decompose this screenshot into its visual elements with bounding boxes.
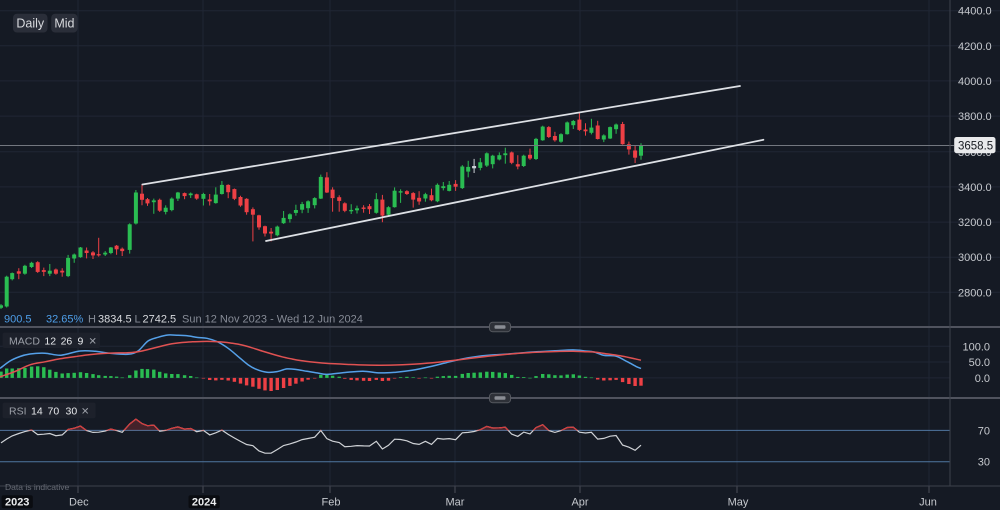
svg-text:✕: ✕ (81, 407, 89, 418)
svg-text:Data is indicative: Data is indicative (5, 482, 70, 492)
svg-text:RSI: RSI (9, 406, 27, 418)
svg-text:30: 30 (66, 406, 78, 418)
svg-text:0.0: 0.0 (975, 373, 990, 385)
svg-text:30: 30 (978, 457, 990, 469)
svg-text:2800.0: 2800.0 (958, 287, 992, 299)
svg-text:H: H (88, 314, 96, 326)
svg-text:2742.5: 2742.5 (143, 314, 177, 326)
svg-text:Jun: Jun (919, 497, 937, 509)
svg-text:Dec: Dec (69, 497, 89, 509)
svg-text:3000.0: 3000.0 (958, 252, 992, 264)
svg-text:2024: 2024 (192, 497, 217, 509)
svg-text:50.0: 50.0 (969, 357, 990, 369)
svg-text:✕: ✕ (89, 337, 97, 348)
svg-text:70: 70 (978, 425, 990, 437)
svg-text:2023: 2023 (5, 497, 29, 509)
svg-text:9: 9 (78, 335, 84, 347)
svg-text:12: 12 (44, 335, 56, 347)
svg-text:3800.0: 3800.0 (958, 111, 992, 123)
svg-text:3400.0: 3400.0 (958, 182, 992, 194)
svg-text:900.5: 900.5 (4, 314, 32, 326)
svg-text:Sun 12 Nov 2023 - Wed 12 Jun 2: Sun 12 Nov 2023 - Wed 12 Jun 2024 (182, 314, 363, 326)
svg-text:MACD: MACD (9, 335, 40, 347)
svg-text:26: 26 (61, 335, 73, 347)
svg-text:Daily: Daily (16, 17, 45, 31)
svg-text:Mar: Mar (446, 497, 465, 509)
svg-text:May: May (728, 497, 749, 509)
svg-text:32.65%: 32.65% (46, 314, 84, 326)
svg-text:3200.0: 3200.0 (958, 217, 992, 229)
svg-text:100.0: 100.0 (962, 341, 990, 353)
svg-text:4200.0: 4200.0 (958, 41, 992, 53)
svg-text:Apr: Apr (571, 497, 588, 509)
svg-text:70: 70 (48, 406, 60, 418)
svg-text:4000.0: 4000.0 (958, 76, 992, 88)
svg-text:14: 14 (31, 406, 43, 418)
svg-text:Mid: Mid (54, 17, 74, 31)
svg-text:3834.5: 3834.5 (98, 314, 132, 326)
svg-text:4400.0: 4400.0 (958, 6, 992, 18)
svg-text:Feb: Feb (322, 497, 341, 509)
svg-text:L: L (135, 314, 141, 326)
svg-text:3658.5: 3658.5 (958, 140, 993, 152)
